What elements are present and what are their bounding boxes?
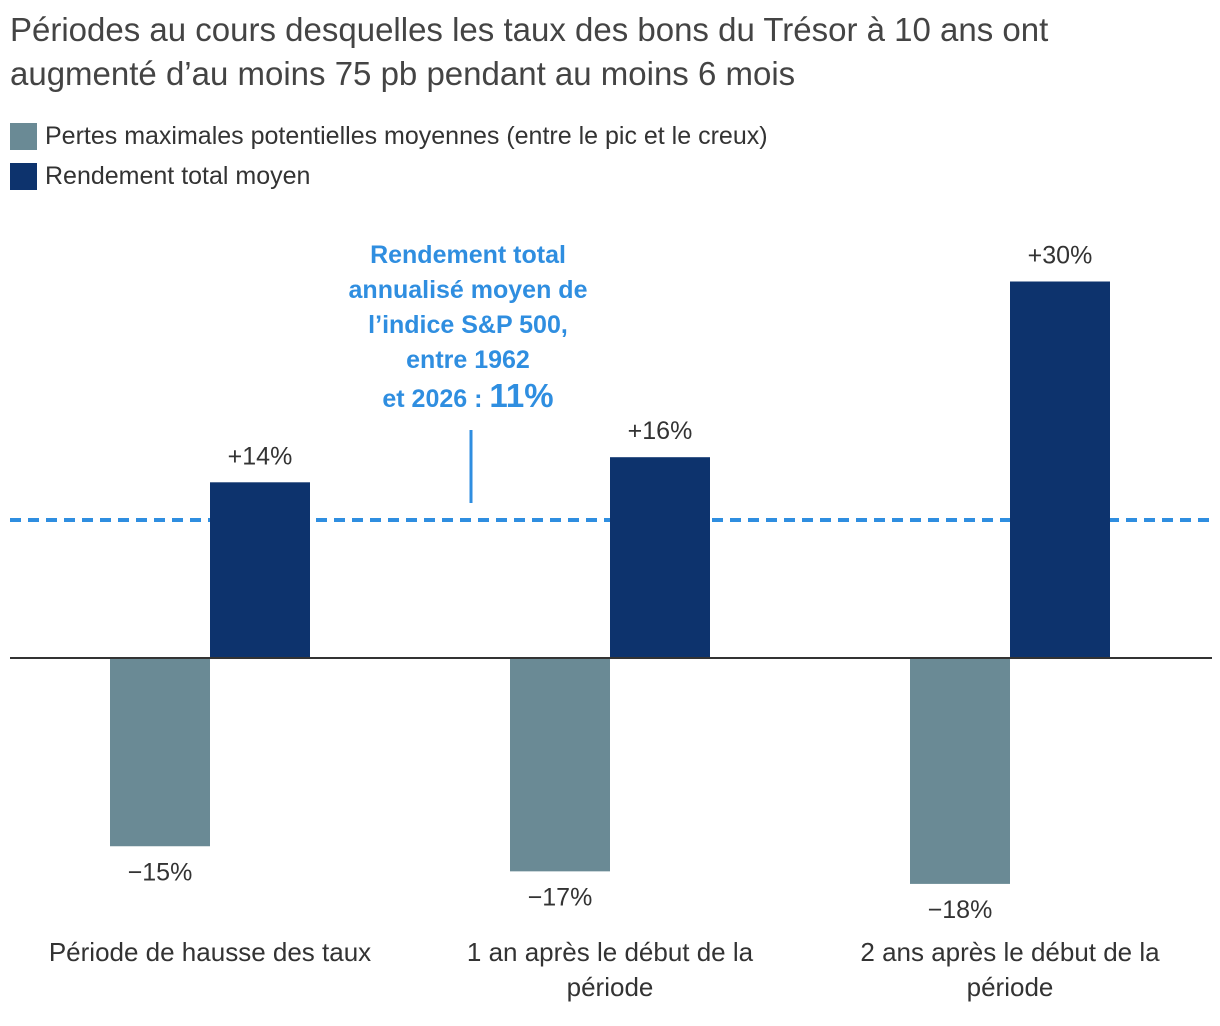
- chart-title-line-1: Périodes au cours desquelles les taux de…: [10, 11, 1049, 48]
- category-label-2-line-1: période: [966, 972, 1054, 1002]
- category-label-2: 2 ans après le début de la période: [820, 935, 1200, 1005]
- legend-item-drawdown: Pertes maximales potentielles moyennes (…: [10, 116, 768, 156]
- category-label-1-line-1: période: [566, 972, 654, 1002]
- category-label-1: 1 an après le début de la période: [420, 935, 800, 1005]
- bar-total-return-0: [210, 482, 310, 658]
- category-label-1-line-0: 1 an après le début de la: [466, 937, 754, 967]
- data-label-drawdown-1: −17%: [528, 883, 593, 911]
- category-label-0-line-0: Période de hausse des taux: [48, 937, 372, 967]
- bar-drawdown-2: [910, 658, 1010, 884]
- chart-title: Périodes au cours desquelles les taux de…: [10, 8, 1210, 96]
- category-label-2-line-0: 2 ans après le début de la: [860, 937, 1160, 967]
- annotation-prefix: et 2026 :: [382, 385, 490, 413]
- annotation-line-2: annualisé moyen de: [348, 276, 588, 304]
- legend-label-total-return: Rendement total moyen: [45, 161, 311, 190]
- annotation-line-4: entre 1962: [406, 346, 530, 374]
- legend: Pertes maximales potentielles moyennes (…: [10, 116, 768, 196]
- annotation-line-1: Rendement total: [370, 241, 566, 269]
- sp500-annotation: Rendement total annualisé moyen de l’ind…: [310, 238, 626, 417]
- bar-drawdown-0: [110, 658, 210, 847]
- legend-label-drawdown: Pertes maximales potentielles moyennes (…: [45, 121, 768, 150]
- data-label-total-return-0: +14%: [228, 442, 293, 470]
- bar-total-return-1: [610, 457, 710, 658]
- legend-item-total-return: Rendement total moyen: [10, 156, 768, 196]
- annotation-value: 11%: [489, 377, 554, 414]
- annotation-line-3: l’indice S&P 500,: [368, 311, 568, 339]
- bar-total-return-2: [1010, 281, 1110, 658]
- data-label-total-return-1: +16%: [628, 417, 693, 445]
- annotation-line-5: et 2026 : 11%: [310, 378, 626, 417]
- data-label-total-return-2: +30%: [1028, 242, 1093, 270]
- bar-drawdown-1: [510, 658, 610, 872]
- data-label-drawdown-2: −18%: [928, 896, 993, 924]
- chart-title-line-2: augmenté d’au moins 75 pb pendant au moi…: [10, 55, 796, 92]
- legend-swatch-drawdown: [10, 122, 37, 150]
- data-label-drawdown-0: −15%: [128, 858, 193, 886]
- category-label-0: Période de hausse des taux: [20, 935, 400, 970]
- legend-swatch-total-return: [10, 162, 37, 190]
